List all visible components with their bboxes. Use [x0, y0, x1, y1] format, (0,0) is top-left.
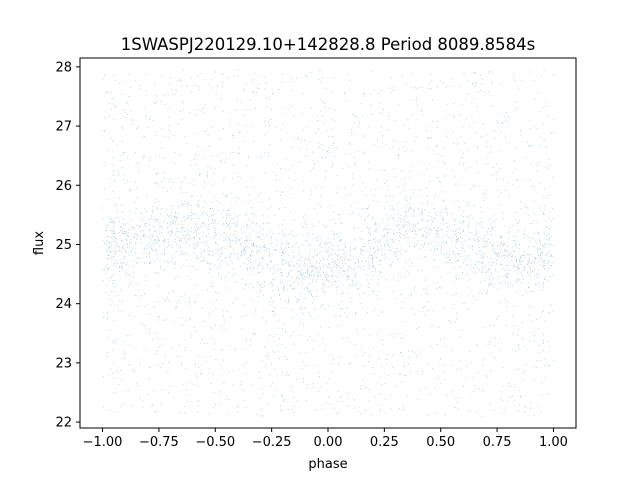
- y-tick-label: 27: [55, 120, 72, 135]
- y-axis-label: flux: [32, 231, 47, 255]
- y-axis-ticks: 22 23 24 25 26 27 28: [55, 60, 80, 431]
- x-tick-label: −0.25: [252, 435, 292, 450]
- x-tick-label: −0.75: [139, 435, 179, 450]
- x-tick-label: 0.25: [370, 435, 399, 450]
- x-tick-label: 0.00: [314, 435, 343, 450]
- x-axis-label: phase: [308, 457, 347, 472]
- x-axis-ticks: −1.00 −0.75 −0.50 −0.25 0.00 0.25 0.50 0.75 1.00: [83, 428, 568, 450]
- x-tick-label: −1.00: [83, 435, 123, 450]
- plot-frame: [79, 57, 577, 429]
- chart-title: 1SWASPJ220129.10+142828.8 Period 8089.85…: [121, 35, 536, 54]
- x-tick-label: 0.50: [426, 435, 455, 450]
- y-tick-label: 28: [55, 60, 72, 75]
- data-points: [102, 69, 554, 417]
- scatter-points: [102, 69, 554, 417]
- y-tick-label: 26: [55, 179, 72, 194]
- x-tick-label: 1.00: [539, 435, 568, 450]
- y-tick-label: 22: [55, 416, 72, 431]
- y-tick-label: 25: [55, 238, 72, 253]
- x-tick-label: 0.75: [483, 435, 512, 450]
- y-tick-label: 23: [55, 356, 72, 371]
- x-tick-label: −0.50: [195, 435, 235, 450]
- y-tick-label: 24: [55, 297, 72, 312]
